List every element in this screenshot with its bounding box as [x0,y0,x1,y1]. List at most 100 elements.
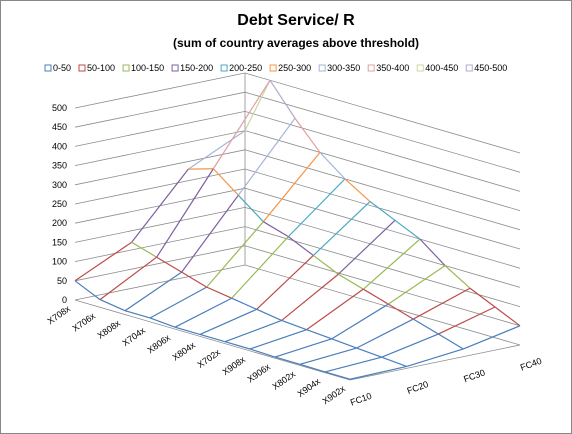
surface-segment [312,254,339,275]
z-tick-label: 300 [52,180,67,190]
chart-title: Debt Service/ R [237,12,355,29]
surface-segment [388,303,414,320]
surface-segment [249,348,276,358]
surface-segment [224,341,251,350]
surface-segment [287,236,314,256]
legend-label: 400-450 [425,63,458,73]
surface-segment [249,329,307,350]
wall-edge [74,299,521,381]
surface-segment [349,365,407,380]
surface-segment [74,280,101,301]
surface-segment [131,241,157,258]
surface-segment [237,194,264,223]
surface-segment [294,117,321,153]
surface-segment [174,326,201,336]
surface-segment [438,306,496,335]
legend-swatch [269,64,277,72]
legend-label: 50-100 [87,63,115,73]
legend-swatch [318,64,326,72]
surface-segment [419,238,446,266]
surface-segment [338,273,364,290]
surface-segment [131,168,189,243]
surface-segment [394,219,421,240]
surface-segment [362,238,421,290]
surface-segment [274,338,332,358]
surface-segment [312,201,371,256]
surface-segment [174,297,232,328]
surface-segment [331,338,357,349]
legend-label: 350-400 [376,63,409,73]
legend-label: 200-250 [229,63,262,73]
legend-label: 450-500 [474,63,507,73]
surface-segment [413,318,439,335]
surface-segment [181,271,207,288]
legend-swatch [122,64,130,72]
surface-segment [494,306,521,327]
surface-segment [469,287,496,308]
legend: 0-50 50-100 100-150 150-200 200-250 250-300 30… [44,63,507,73]
surface-segment [237,117,296,196]
surface-segment [324,371,351,380]
z-tick-label: 50 [57,276,67,286]
legend-swatch [78,64,86,72]
z-tick-label: 250 [52,199,67,209]
surface-segment [244,80,271,131]
surface-segment [99,256,158,301]
z-tick-label: 0 [62,295,67,305]
surface-segment [156,256,182,273]
surface-segment [269,79,296,119]
surface-segment [299,363,326,373]
surface-segment [156,168,214,258]
z-tick-label: 400 [52,141,67,151]
surface-segment [212,168,239,196]
surface-segment [262,152,321,223]
surface-segment [224,319,282,343]
z-tick-label: 200 [52,218,67,228]
surface-segment [263,221,289,238]
surface-segment [363,288,389,305]
legend-label: 100-150 [131,63,164,73]
surface-segment [344,178,371,202]
surface-segment [381,356,407,367]
surface-segment [356,347,382,358]
surface-segment [306,288,364,331]
legend-swatch [367,64,375,72]
legend-swatch [171,64,179,72]
surface-segment [381,333,439,358]
surface-segment [438,333,464,350]
chart-subtitle: (sum of country averages above threshold… [173,36,419,50]
surface-segment [281,319,307,331]
legend-swatch [44,64,52,72]
surface-segment [369,201,396,221]
surface-segment [199,333,226,343]
surface-segment [124,310,151,319]
surface-segment [256,254,314,310]
surface-segment [212,79,271,170]
surface-segment [324,356,382,373]
legend-swatch [220,64,228,72]
legend-label: 0-50 [53,63,71,73]
surface-segment [149,286,207,319]
surface-segment [281,273,339,321]
surface-segment [274,356,301,365]
z-tick-label: 500 [52,103,67,113]
surface-segment [206,286,232,299]
surface-segment [299,347,357,365]
surface-segment [124,271,183,312]
legend-label: 300-350 [327,63,360,73]
surface-segment [463,325,521,350]
z-tick-label: 450 [52,122,67,132]
legend-label: 250-300 [278,63,311,73]
surface-segment [149,317,176,328]
surface-segment [306,329,332,340]
surface-segment [206,221,264,288]
surface-segment [74,241,133,282]
z-tick-label: 150 [52,237,67,247]
legend-swatch [416,64,424,72]
z-tick-label: 100 [52,257,67,267]
surface-segment [444,265,471,289]
surface-segment [319,152,346,180]
surface-segment [413,287,471,320]
z-tick-label: 350 [52,161,67,171]
